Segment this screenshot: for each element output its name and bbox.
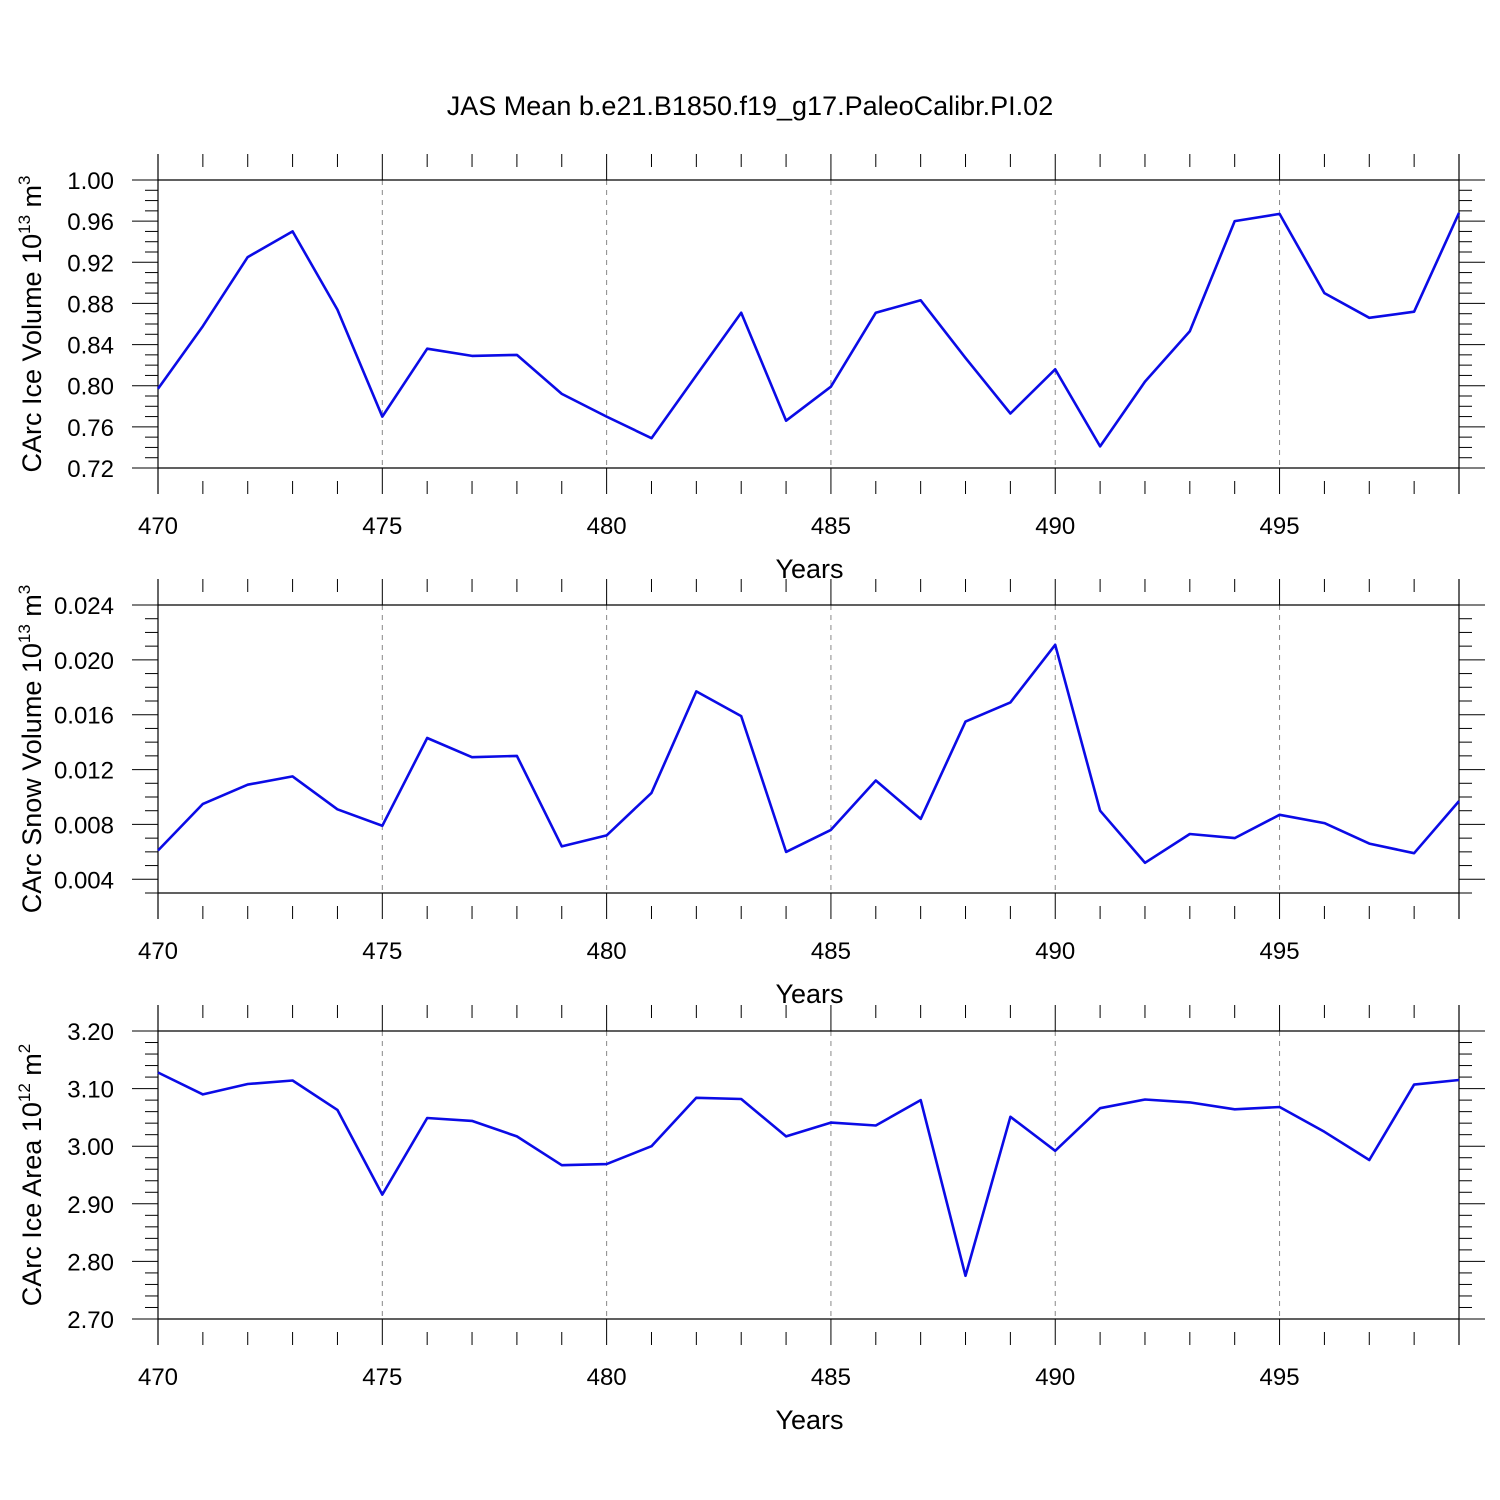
panel-3: 470 475 480 485 490 495 2.70 2.80 2.90 3.00 3.10 3.… xyxy=(15,1005,1485,1435)
x-tick-label: 485 xyxy=(811,513,851,540)
x-tick-label: 475 xyxy=(362,1364,402,1391)
panel-1: 470 475 480 485 490 495 0.72 0.76 0.80 0.84 0.88 0.… xyxy=(15,154,1485,584)
x-tick-label: 490 xyxy=(1035,1364,1075,1391)
y-tick-label: 0.80 xyxy=(67,374,114,401)
x-tick-label: 495 xyxy=(1260,1364,1300,1391)
y-tick-label: 2.70 xyxy=(67,1307,114,1334)
x-tick-label: 475 xyxy=(362,513,402,540)
y-tick-label: 0.004 xyxy=(54,867,114,894)
x-tick-label: 490 xyxy=(1035,938,1075,965)
y-tick-label: 0.96 xyxy=(67,209,114,236)
x-tick-label: 495 xyxy=(1260,938,1300,965)
x-tick-label: 480 xyxy=(587,1364,627,1391)
x-tick-label: 495 xyxy=(1260,513,1300,540)
y-tick-label: 0.84 xyxy=(67,333,114,360)
y-tick-label: 0.92 xyxy=(67,250,114,277)
y-tick-label: 0.008 xyxy=(54,812,114,839)
y-tick-label: 0.88 xyxy=(67,291,114,318)
y-tick-label: 0.016 xyxy=(54,703,114,730)
y-tick-label: 3.10 xyxy=(67,1077,114,1104)
y-tick-label: 0.020 xyxy=(54,648,114,675)
y-tick-label: 2.90 xyxy=(67,1192,114,1219)
x-tick-label: 470 xyxy=(138,1364,178,1391)
series-line xyxy=(157,643,1460,865)
figure-title: JAS Mean b.e21.B1850.f19_g17.PaleoCalibr… xyxy=(447,91,1053,121)
y-tick-label: 3.00 xyxy=(67,1134,114,1161)
x-tick-label: 480 xyxy=(587,513,627,540)
x-tick-label: 485 xyxy=(811,938,851,965)
x-tick-label: 475 xyxy=(362,938,402,965)
x-axis-title: Years xyxy=(775,1405,843,1435)
series-line xyxy=(157,1071,1460,1278)
x-axis-title: Years xyxy=(775,979,843,1009)
y-axis-title: CArc Ice Area 1012 m2 xyxy=(15,1044,47,1307)
panel-2: 470 475 480 485 490 495 0.004 0.008 0.012 0.016 0.… xyxy=(15,579,1485,1009)
x-axis-title: Years xyxy=(775,554,843,584)
y-axis-title: CArc Ice Volume 1013 m3 xyxy=(15,175,47,472)
x-tick-label: 470 xyxy=(138,938,178,965)
x-tick-label: 480 xyxy=(587,938,627,965)
y-tick-label: 0.012 xyxy=(54,758,114,785)
y-tick-label: 2.80 xyxy=(67,1249,114,1276)
x-tick-label: 485 xyxy=(811,1364,851,1391)
x-tick-label: 470 xyxy=(138,513,178,540)
y-tick-label: 0.72 xyxy=(67,456,114,483)
x-tick-label: 490 xyxy=(1035,513,1075,540)
series-line xyxy=(156,212,1461,448)
y-tick-label: 3.20 xyxy=(67,1019,114,1046)
y-tick-label: 1.00 xyxy=(67,168,114,195)
y-axis-title: CArc Snow Volume 1013 m3 xyxy=(15,585,47,914)
y-tick-label: 0.76 xyxy=(67,415,114,442)
y-tick-label: 0.024 xyxy=(54,593,114,620)
